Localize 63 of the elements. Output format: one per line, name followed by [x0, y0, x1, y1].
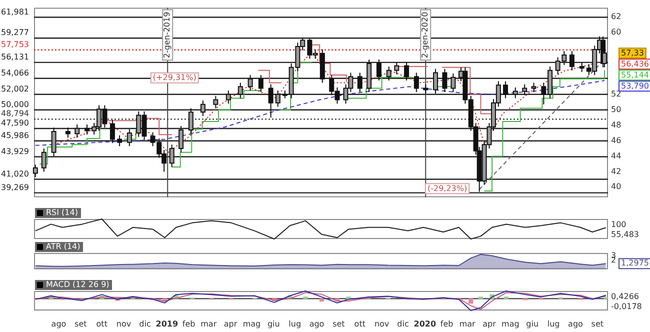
annotation: (+29,31%)	[152, 72, 196, 82]
x-tick-label: set	[74, 319, 87, 328]
x-tick-label: ago	[309, 319, 324, 328]
ref-line-label: 2-gen-2019	[162, 12, 172, 58]
y-tick-label: 50	[611, 104, 622, 114]
y-tick-label: 42	[611, 166, 622, 176]
ref-line-label: 45,986	[1, 130, 29, 140]
annotation: 53,790	[621, 81, 649, 90]
annotation: 1,2975	[621, 258, 649, 268]
annotation: 56,436	[621, 59, 649, 68]
x-tick-label: ott	[354, 319, 366, 328]
x-tick-label: apr	[482, 319, 497, 328]
chart-title: ATR (14)	[46, 242, 80, 251]
y-tick-label: 44	[611, 151, 622, 160]
x-tick-label: mag	[502, 319, 520, 328]
y-tick-label: 48	[611, 120, 622, 130]
annotation: 55,144	[621, 70, 649, 80]
y-tick-label: 40	[611, 182, 622, 192]
text: 0,4266	[611, 292, 639, 302]
y-tick-label: 62	[611, 12, 622, 22]
x-tick-label: set	[332, 319, 345, 328]
x-tick-label: lug	[288, 319, 302, 328]
ref-line-label: 59,277	[1, 28, 29, 38]
x-tick-label: mar	[200, 319, 218, 328]
annotation: 57,33	[621, 48, 644, 58]
y-tick-label: 60	[611, 28, 622, 37]
x-tick-label: feb	[182, 319, 196, 328]
ref-line-label: 47,590	[1, 118, 29, 128]
ref-line-label: 43,929	[1, 146, 29, 156]
x-tick-label: ago	[51, 319, 66, 328]
x-tick-label: nov	[116, 319, 132, 328]
x-tick-label: dic	[397, 319, 409, 328]
x-tick-label: feb	[440, 319, 454, 328]
ref-line-label: 52,002	[1, 84, 29, 94]
x-tick-label: mar	[459, 319, 476, 328]
ref-line-label: 54,066	[1, 68, 29, 78]
y-tick-label: 46	[611, 136, 622, 145]
ref-line-label: 56,131	[1, 52, 29, 62]
x-tick-label: lug	[547, 319, 560, 328]
x-tick-label: 2020	[414, 319, 436, 328]
text: 55,483	[611, 230, 639, 240]
ref-line-label: 41,020	[1, 169, 29, 178]
ref-line-label: 2-gen-2020	[420, 12, 430, 58]
text: -0,0178	[611, 302, 642, 312]
x-tick-label: set	[591, 319, 604, 328]
x-tick-label: nov	[374, 319, 390, 328]
chart-title: RSI (14)	[46, 208, 78, 217]
x-tick-label: giu	[526, 319, 539, 328]
x-tick-label: giu	[267, 319, 280, 328]
x-tick-label: ago	[568, 319, 584, 328]
x-tick-label: 2019	[156, 319, 178, 328]
x-tick-label: mag	[242, 319, 261, 328]
x-tick-label: apr	[224, 319, 238, 328]
ref-line-label: 50,000	[1, 100, 29, 109]
x-tick-label: dic	[139, 319, 151, 328]
x-tick-label: ott	[96, 319, 108, 328]
ref-line-label: 39,269	[1, 182, 29, 192]
ref-line-label: 61,981	[1, 7, 29, 16]
ref-line-label: 57,753	[1, 40, 29, 49]
text: 100	[611, 220, 626, 230]
chart-title: MACD (12 26 9)	[46, 280, 110, 289]
annotation: (-29,23%)	[427, 184, 468, 193]
ref-line-label: 48,794	[1, 109, 29, 118]
